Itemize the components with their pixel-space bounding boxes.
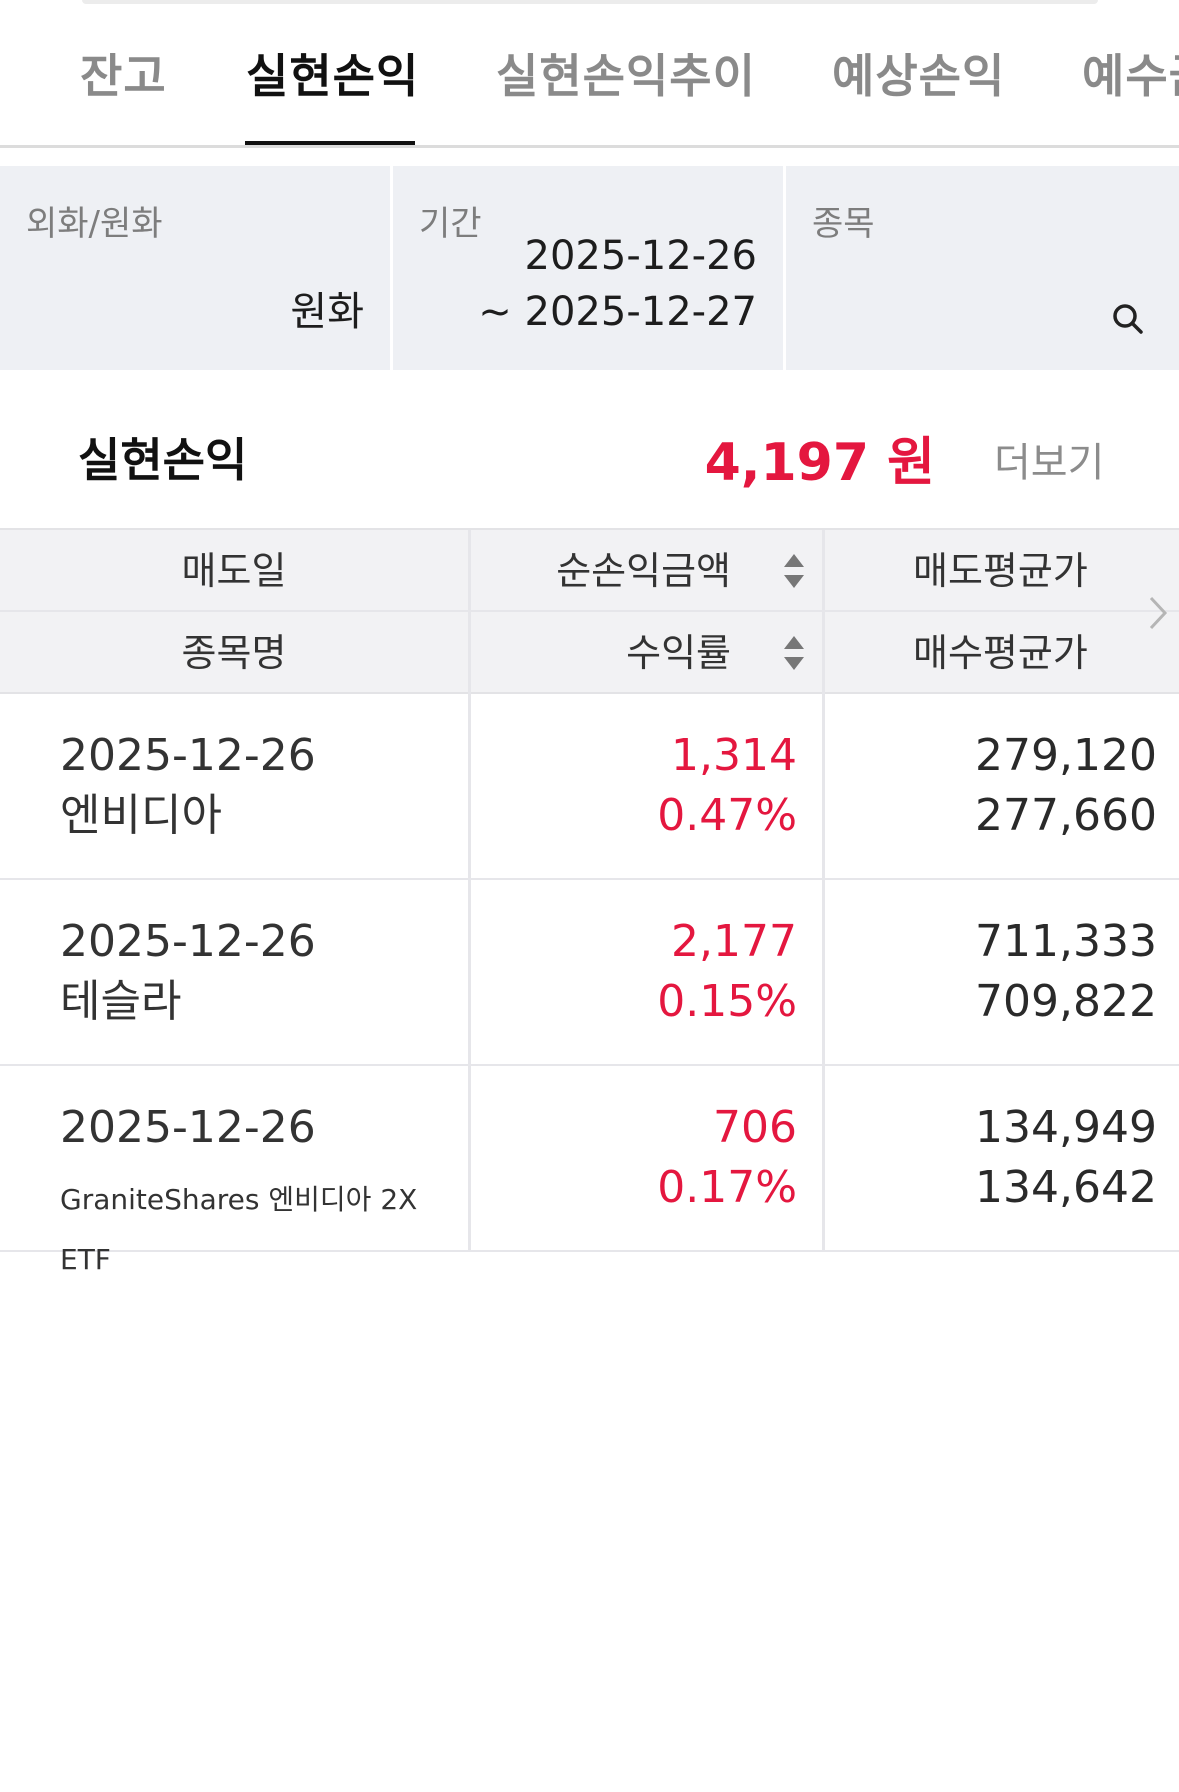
- buy-avg-price: 709,822: [975, 976, 1157, 1027]
- chevron-right-icon[interactable]: [1143, 588, 1171, 638]
- stock-name: 테슬라: [60, 976, 182, 1027]
- column-divider: [468, 530, 471, 694]
- column-divider: [468, 694, 471, 878]
- sell-avg-price: 711,333: [975, 916, 1157, 967]
- buy-avg-price: 134,642: [975, 1162, 1157, 1213]
- column-divider: [822, 694, 825, 878]
- tab-balance[interactable]: 잔고: [80, 49, 167, 103]
- search-icon[interactable]: [1111, 302, 1145, 336]
- period-start-date: 2025-12-26: [524, 233, 757, 279]
- header-row-2: 종목명 수익률 매수평균가: [0, 612, 1179, 694]
- active-tab-indicator: [245, 141, 415, 145]
- net-profit: 706: [713, 1102, 797, 1153]
- filter-bar: 외화/원화 원화 기간 2025-12-26 ~ 2025-12-27 종목: [0, 166, 1179, 370]
- table-row[interactable]: 2025-12-26 테슬라 2,177 0.15% 711,333 709,8…: [0, 880, 1179, 1066]
- header-sell-avg-price: 매도평균가: [913, 549, 1088, 593]
- header-net-profit[interactable]: 순손익금액: [471, 530, 821, 612]
- tab-realized-pnl-trend[interactable]: 실현손익추이: [496, 49, 756, 103]
- more-button[interactable]: 더보기: [994, 440, 1105, 486]
- sell-avg-price: 279,120: [975, 730, 1157, 781]
- tab-bar: 잔고 실현손익 실현손익추이 예상손익 예수금: [0, 0, 1179, 148]
- period-end-date: ~ 2025-12-27: [478, 289, 757, 335]
- currency-filter-label: 외화/원화: [26, 204, 163, 244]
- column-divider: [822, 880, 825, 1064]
- return-rate: 0.47%: [657, 790, 797, 841]
- stock-filter[interactable]: 종목: [786, 166, 1179, 370]
- header-row-1: 매도일 순손익금액 매도평균가: [0, 530, 1179, 612]
- currency-filter[interactable]: 외화/원화 원화: [0, 166, 390, 370]
- header-return-rate[interactable]: 수익률: [471, 612, 821, 694]
- table-row[interactable]: 2025-12-26 GraniteShares 엔비디아 2X ETF 706…: [0, 1066, 1179, 1276]
- sell-date: 2025-12-26: [60, 916, 316, 967]
- table-row[interactable]: 2025-12-26 엔비디아 1,314 0.47% 279,120 277,…: [0, 694, 1179, 880]
- tab-realized-pnl[interactable]: 실현손익: [246, 49, 420, 103]
- sell-date: 2025-12-26: [60, 1102, 316, 1153]
- currency-filter-value: 원화: [290, 289, 364, 335]
- net-profit: 1,314: [671, 730, 797, 781]
- column-divider: [822, 1066, 825, 1250]
- return-rate: 0.17%: [657, 1162, 797, 1213]
- column-divider: [822, 530, 825, 694]
- net-profit: 2,177: [671, 916, 797, 967]
- summary-total-value: 4,197 원: [704, 433, 935, 493]
- return-rate: 0.15%: [657, 976, 797, 1027]
- header-net-profit-label: 순손익금액: [556, 549, 731, 593]
- column-divider: [468, 880, 471, 1064]
- stock-name: 엔비디아: [60, 790, 222, 841]
- period-filter-value: 2025-12-26 ~ 2025-12-27: [478, 228, 757, 340]
- column-divider: [468, 1066, 471, 1250]
- table-header: 매도일 순손익금액 매도평균가 종목명 수익률 매수평균가: [0, 528, 1179, 694]
- period-filter[interactable]: 기간 2025-12-26 ~ 2025-12-27: [393, 166, 783, 370]
- tab-deposit[interactable]: 예수금: [1082, 49, 1179, 103]
- stock-name: GraniteShares 엔비디아 2X ETF: [60, 1183, 418, 1276]
- tab-expected-pnl[interactable]: 예상손익: [832, 49, 1006, 103]
- search-bar-edge: [82, 0, 1098, 4]
- sell-avg-price: 134,949: [975, 1102, 1157, 1153]
- header-return-rate-label: 수익률: [626, 631, 731, 675]
- realized-pnl-summary: 실현손익 4,197 원 더보기: [0, 370, 1179, 528]
- sort-icon[interactable]: [781, 548, 807, 594]
- header-buy-avg-price: 매수평균가: [913, 631, 1088, 675]
- sell-date: 2025-12-26: [60, 730, 316, 781]
- header-stock-name: 종목명: [181, 631, 287, 675]
- stock-filter-label: 종목: [812, 204, 875, 244]
- period-filter-label: 기간: [419, 204, 482, 244]
- buy-avg-price: 277,660: [975, 790, 1157, 841]
- sort-icon[interactable]: [781, 630, 807, 676]
- summary-title: 실현손익: [78, 433, 248, 487]
- header-sell-date: 매도일: [181, 549, 287, 593]
